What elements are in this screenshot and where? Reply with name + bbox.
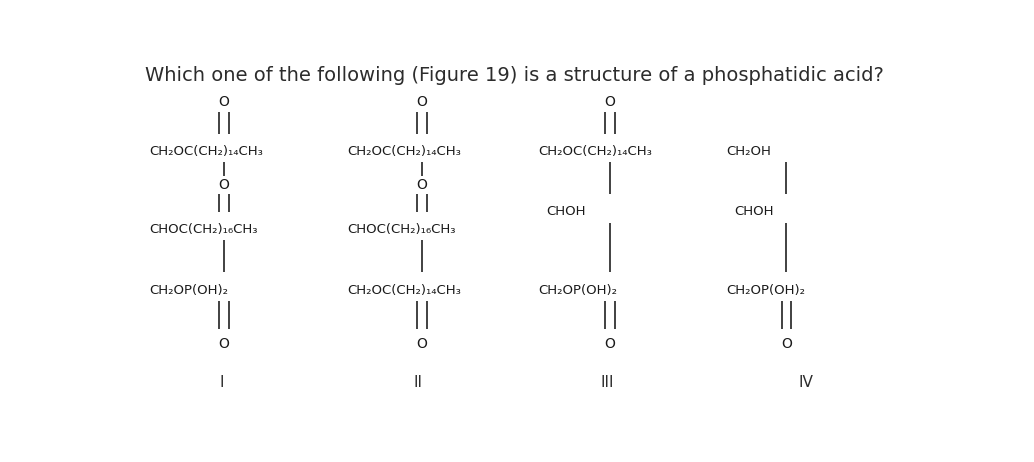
Text: O: O	[218, 178, 230, 192]
Text: III: III	[600, 375, 613, 390]
Text: CHOH: CHOH	[546, 206, 585, 219]
Text: CH₂OP(OH)₂: CH₂OP(OH)₂	[149, 284, 229, 297]
Text: O: O	[218, 95, 230, 109]
Text: CH₂OC(CH₂)₁₄CH₃: CH₂OC(CH₂)₁₄CH₃	[538, 145, 651, 158]
Text: O: O	[417, 178, 427, 192]
Text: O: O	[781, 337, 792, 351]
Text: Which one of the following (Figure 19) is a structure of a phosphatidic acid?: Which one of the following (Figure 19) i…	[145, 66, 884, 85]
Text: O: O	[605, 337, 615, 351]
Text: I: I	[219, 375, 223, 390]
Text: CH₂OC(CH₂)₁₄CH₃: CH₂OC(CH₂)₁₄CH₃	[149, 145, 264, 158]
Text: CHOC(CH₂)₁₆CH₃: CHOC(CH₂)₁₆CH₃	[149, 223, 257, 236]
Text: CH₂OH: CH₂OH	[726, 145, 771, 158]
Text: O: O	[417, 337, 427, 351]
Text: IV: IV	[799, 375, 814, 390]
Text: CHOC(CH₂)₁₆CH₃: CHOC(CH₂)₁₆CH₃	[347, 223, 456, 236]
Text: O: O	[218, 337, 230, 351]
Text: II: II	[414, 375, 422, 390]
Text: CH₂OC(CH₂)₁₄CH₃: CH₂OC(CH₂)₁₄CH₃	[347, 145, 461, 158]
Text: CHOH: CHOH	[734, 206, 773, 219]
Text: O: O	[605, 95, 615, 109]
Text: O: O	[417, 95, 427, 109]
Text: CH₂OP(OH)₂: CH₂OP(OH)₂	[726, 284, 805, 297]
Text: CH₂OC(CH₂)₁₄CH₃: CH₂OC(CH₂)₁₄CH₃	[347, 284, 461, 297]
Text: CH₂OP(OH)₂: CH₂OP(OH)₂	[538, 284, 617, 297]
